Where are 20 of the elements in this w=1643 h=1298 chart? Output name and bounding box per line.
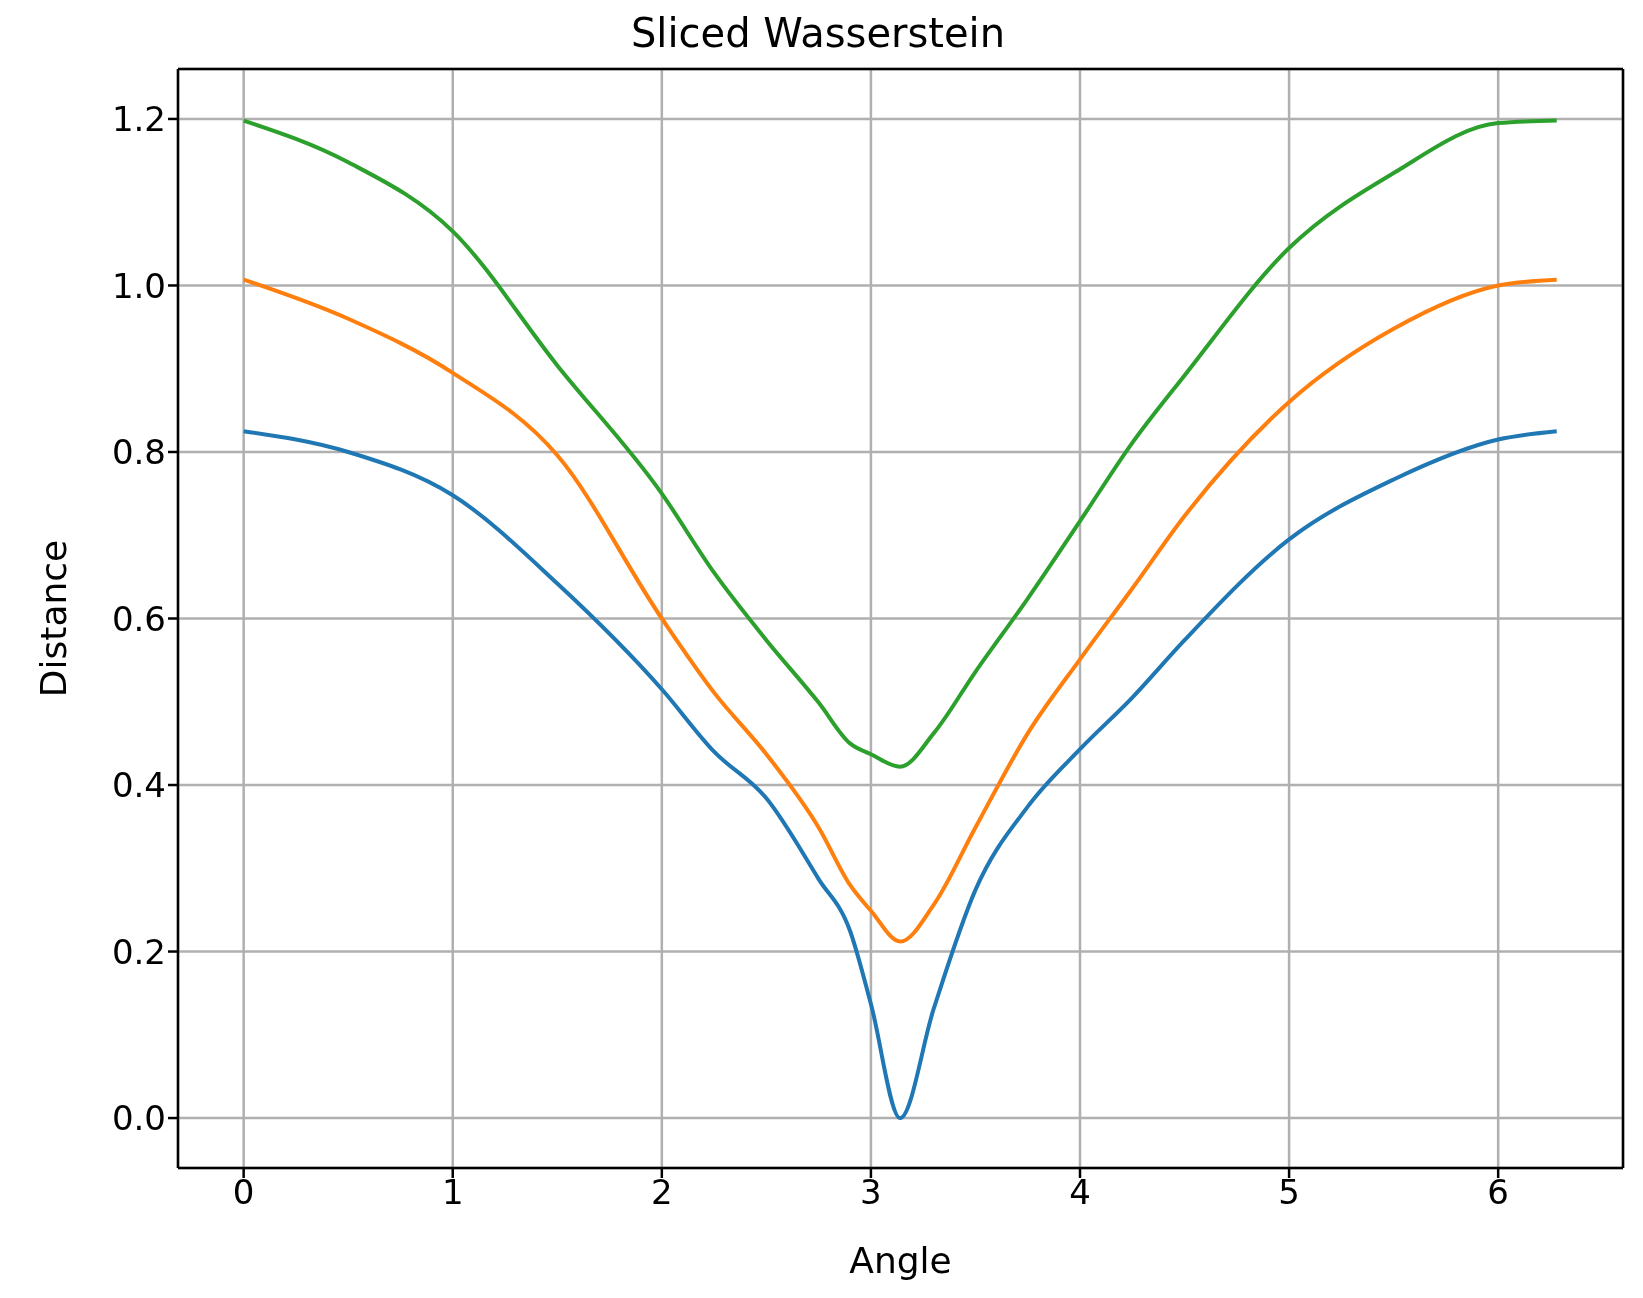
- x-tick-label: 2: [651, 1172, 673, 1213]
- x-axis-title: Angle: [849, 1240, 952, 1281]
- x-tick-label: 5: [1278, 1172, 1300, 1213]
- y-tick-label: 0.0: [111, 1098, 166, 1139]
- line-series: [241, 277, 1559, 944]
- x-tick-label: 1: [441, 1172, 464, 1213]
- y-tick-label: 0.6: [111, 598, 166, 639]
- chart-title: Sliced Wasserstein: [629, 9, 1007, 58]
- y-tick-label: 0.8: [111, 432, 166, 473]
- x-tick-label: 4: [1069, 1172, 1091, 1213]
- x-tick-label: 6: [1487, 1172, 1509, 1213]
- x-tick-label: 0: [232, 1172, 255, 1213]
- y-tick-label: 0.4: [111, 765, 166, 806]
- y-tick-label: 0.2: [111, 931, 166, 972]
- y-axis-title: Distance: [32, 539, 74, 698]
- line-series: [241, 118, 1559, 769]
- x-tick-label: 3: [860, 1172, 882, 1213]
- line-series: [241, 429, 1559, 1121]
- y-tick-label: 1.0: [111, 265, 166, 306]
- y-tick-label: 1.2: [111, 99, 166, 140]
